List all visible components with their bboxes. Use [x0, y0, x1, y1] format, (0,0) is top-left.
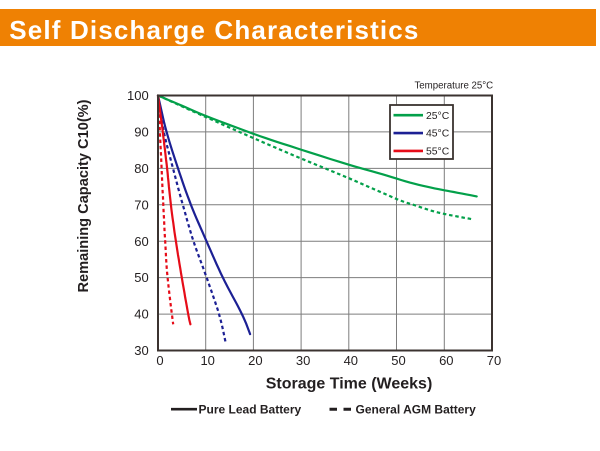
svg-text:Temperature 25°C: Temperature 25°C [414, 81, 493, 92]
svg-text:20: 20 [248, 353, 262, 368]
svg-text:40: 40 [134, 307, 148, 322]
svg-text:25°C: 25°C [426, 111, 450, 122]
svg-text:Pure Lead Battery: Pure Lead Battery [199, 402, 302, 416]
svg-text:70: 70 [487, 353, 501, 368]
svg-text:70: 70 [134, 197, 148, 212]
svg-text:General AGM Battery: General AGM Battery [356, 402, 477, 416]
svg-text:Remaining Capacity C10(%): Remaining Capacity C10(%) [76, 99, 92, 292]
svg-text:60: 60 [439, 353, 453, 368]
svg-text:0: 0 [156, 353, 163, 368]
svg-text:30: 30 [134, 343, 148, 358]
svg-text:100: 100 [127, 88, 149, 103]
svg-text:50: 50 [134, 270, 148, 285]
svg-text:60: 60 [134, 234, 148, 249]
svg-text:80: 80 [134, 161, 148, 176]
svg-text:50: 50 [391, 353, 405, 368]
svg-text:45°C: 45°C [426, 129, 450, 140]
svg-text:90: 90 [134, 125, 148, 140]
svg-text:Storage Time (Weeks): Storage Time (Weeks) [266, 375, 433, 392]
svg-text:Self Discharge Characteristics: Self Discharge Characteristics [9, 15, 419, 45]
svg-text:10: 10 [200, 353, 214, 368]
svg-text:30: 30 [296, 353, 310, 368]
svg-text:40: 40 [344, 353, 358, 368]
svg-text:55°C: 55°C [426, 147, 450, 158]
